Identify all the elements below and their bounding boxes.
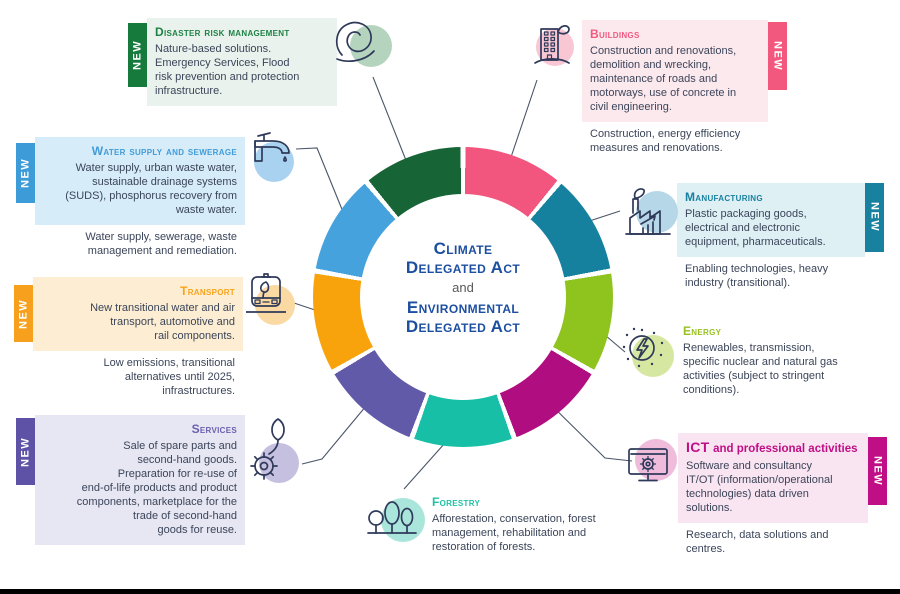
- lightning-icon: [622, 327, 664, 368]
- ict-description: Software and consultancy IT/OT (informat…: [686, 460, 833, 514]
- transport-title: Transport: [180, 284, 235, 298]
- forestry-title: Forestry: [432, 495, 481, 509]
- transport-icon-group: [246, 272, 298, 326]
- donut-chart: Climate Delegated Act and Environmental …: [313, 147, 613, 447]
- transport-extra-text: Low emissions, transitional alternatives…: [103, 357, 235, 397]
- sector-transport: NEW Transport New transitional water and…: [14, 277, 243, 398]
- transport-box: Transport New transitional water and air…: [33, 277, 243, 351]
- sector-energy: Energy Renewables, transmission, specifi…: [683, 324, 869, 397]
- new-badge: NEW: [14, 285, 33, 342]
- building-leaf-icon: [534, 25, 570, 64]
- manufacturing-description: Plastic packaging goods, electrical and …: [685, 208, 826, 248]
- disaster-icon-group: [333, 20, 393, 70]
- energy-description: Renewables, transmission, specific nucle…: [683, 342, 838, 396]
- services-description: Sale of spare parts and second-hand good…: [76, 440, 237, 536]
- ict-box: ICT and professional activities Software…: [678, 433, 868, 523]
- water-extra-text: Water supply, sewerage, waste management…: [85, 231, 237, 257]
- sector-manufacturing: NEW Manufacturing Plastic packaging good…: [677, 183, 884, 290]
- new-badge: NEW: [868, 437, 887, 505]
- manufacturing-icon-circle: [636, 191, 678, 233]
- forestry-icon-group: [366, 492, 426, 544]
- wave-icon: [335, 21, 375, 62]
- water-icon-group: [246, 130, 296, 184]
- connector-disaster: [372, 76, 412, 174]
- center-title-bottom: Environmental Delegated Act: [405, 297, 521, 336]
- faucet-icon: [254, 132, 290, 162]
- connector-services: [301, 393, 377, 465]
- forestry-icon-circle: [381, 498, 425, 542]
- transport-description: New transitional water and air transport…: [90, 302, 235, 342]
- ict-title: ICT and professional activities: [686, 440, 860, 457]
- services-icon-group: [247, 417, 301, 485]
- new-badge: NEW: [16, 143, 35, 203]
- center-title: Climate Delegated Act and Environmental …: [406, 239, 520, 336]
- disaster-description: Nature-based solutions. Emergency Servic…: [155, 43, 300, 97]
- monitor-gear-icon: [628, 448, 668, 482]
- disaster-title: Disaster risk management: [155, 25, 290, 39]
- manufacturing-icon-group: [622, 186, 680, 242]
- gear-leaf-icon: [250, 418, 285, 480]
- forestry-description: Afforestation, conservation, forest mana…: [432, 513, 596, 553]
- factory-leaf-icon: [625, 188, 671, 235]
- buildings-title: Buildings: [590, 27, 640, 41]
- energy-box: Energy Renewables, transmission, specifi…: [683, 324, 869, 397]
- services-title: Services: [191, 422, 237, 436]
- connector-ict: [540, 394, 633, 462]
- energy-icon-group: [621, 325, 675, 379]
- ict-title-sub: and professional activities: [713, 443, 858, 455]
- buildings-extra-text: Construction, energy efficiency measures…: [590, 128, 741, 154]
- manufacturing-title: Manufacturing: [685, 190, 763, 204]
- tram-icon: [246, 273, 286, 313]
- manufacturing-extra-text: Enabling technologies, heavy industry (t…: [685, 263, 829, 289]
- ict-title-main: ICT: [686, 439, 710, 455]
- buildings-description: Construction and renovations, demolition…: [590, 45, 737, 113]
- disaster-box: Disaster risk management Nature-based so…: [147, 18, 337, 106]
- donut-center: Climate Delegated Act and Environmental …: [360, 194, 566, 400]
- center-title-top: Climate Delegated Act: [405, 238, 521, 277]
- buildings-icon-group: [532, 22, 578, 70]
- sector-ict: NEW ICT and professional activities Soft…: [678, 433, 887, 556]
- water-description: Water supply, urban waste water, sustain…: [65, 162, 237, 216]
- services-box: Services Sale of spare parts and second-…: [35, 415, 245, 545]
- water-title: Water supply and sewerage: [91, 144, 237, 158]
- manufacturing-box: Manufacturing Plastic packaging goods, e…: [677, 183, 865, 257]
- new-badge: NEW: [768, 22, 787, 90]
- trees-icon: [367, 501, 417, 534]
- sector-forestry: Forestry Afforestation, conservation, fo…: [432, 495, 647, 554]
- new-badge: NEW: [865, 183, 884, 252]
- new-badge: NEW: [128, 23, 147, 87]
- ict-icon-group: [626, 439, 680, 486]
- bottom-border: [0, 589, 900, 594]
- ict-extra-text: Research, data solutions and centres.: [686, 529, 829, 555]
- sector-buildings: NEW Buildings Construction and renovatio…: [582, 20, 787, 155]
- sector-water: NEW Water supply and sewerage Water supp…: [16, 137, 245, 258]
- water-box: Water supply and sewerage Water supply, …: [35, 137, 245, 225]
- sector-services: NEW Services Sale of spare parts and sec…: [16, 415, 245, 545]
- sector-disaster: NEW Disaster risk management Nature-base…: [128, 18, 337, 106]
- center-conjunction: and: [452, 279, 474, 295]
- energy-title: Energy: [683, 324, 722, 338]
- forestry-box: Forestry Afforestation, conservation, fo…: [432, 495, 647, 554]
- buildings-box: Buildings Construction and renovations, …: [582, 20, 768, 122]
- new-badge: NEW: [16, 418, 35, 485]
- connector-water: [295, 147, 351, 230]
